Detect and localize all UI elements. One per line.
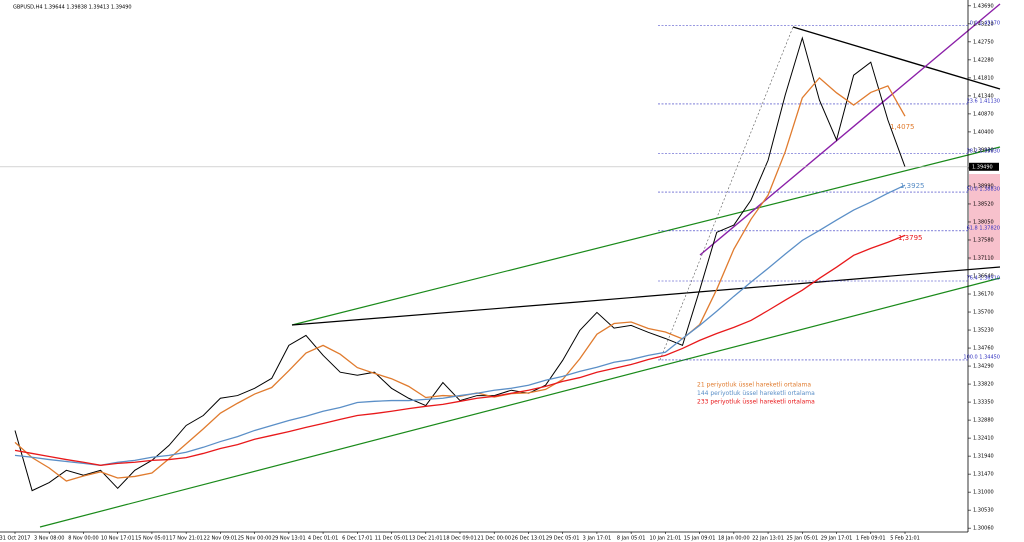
y-tick-label: 1.41810 xyxy=(973,75,994,81)
y-tick-label: 1.38050 xyxy=(973,219,994,225)
y-tick-label: 1.42750 xyxy=(973,39,994,45)
fib-label: 38.2 1.39830 xyxy=(967,148,1000,154)
x-tick-label: 1 Feb 09:01 xyxy=(856,536,886,542)
y-tick-label: 1.35230 xyxy=(973,328,994,334)
x-tick-label: 18 Jan 00:00 xyxy=(718,536,750,542)
x-tick-label: 29 Dec 05:01 xyxy=(546,536,580,542)
x-tick-label: 15 Jan 09:01 xyxy=(684,536,716,542)
x-tick-label: 6 Dec 17:01 xyxy=(342,536,372,542)
x-tick-label: 13 Dec 21:01 xyxy=(409,536,443,542)
last-price-label: 1.39490 xyxy=(972,164,993,170)
trendline xyxy=(792,26,1001,90)
x-tick-label: 3 Nov 08:00 xyxy=(34,536,65,542)
chart-title: GBPUSD,H4 1.39644 1.39838 1.39413 1.3949… xyxy=(13,5,132,11)
ema-line xyxy=(14,234,906,466)
ema-label: 1,3925 xyxy=(900,182,925,190)
y-tick-label: 1.31000 xyxy=(973,490,994,496)
fib-label: 0.0 1.43170 xyxy=(970,20,1000,26)
y-tick-label: 1.35700 xyxy=(973,310,994,316)
x-tick-label: 25 Nov 00:00 xyxy=(238,536,272,542)
y-tick-label: 1.32880 xyxy=(973,418,994,424)
x-tick-label: 8 Nov 00:00 xyxy=(68,536,99,542)
x-tick-label: 18 Dec 09:01 xyxy=(443,536,477,542)
y-tick-label: 1.30530 xyxy=(973,508,994,514)
y-tick-label: 1.31940 xyxy=(973,454,994,460)
x-tick-label: 29 Nov 13:01 xyxy=(272,536,306,542)
x-tick-label: 8 Jan 05:01 xyxy=(617,536,645,542)
price-line xyxy=(14,36,906,492)
x-tick-label: 4 Dec 01:01 xyxy=(308,536,338,542)
channel-upper xyxy=(291,146,1001,326)
last-price-box xyxy=(969,162,999,171)
x-tick-label: 26 Dec 13:01 xyxy=(512,536,546,542)
y-tick-label: 1.40870 xyxy=(973,111,994,117)
y-tick-label: 1.41340 xyxy=(973,93,994,99)
y-tick-label: 1.38520 xyxy=(973,201,994,207)
channel-lower xyxy=(39,277,1001,528)
y-tick-label: 1.40400 xyxy=(973,129,994,135)
fib-label: 23.6 1.41130 xyxy=(967,98,1000,104)
x-tick-label: 15 Nov 05:01 xyxy=(135,536,169,542)
y-tick-label: 1.43220 xyxy=(973,21,994,27)
y-tick-label: 1.33820 xyxy=(973,382,994,388)
ema-line xyxy=(14,184,906,466)
fib-label: 50.0 1.38830 xyxy=(967,187,1000,193)
x-tick-label: 11 Dec 05:01 xyxy=(375,536,409,542)
y-tick-label: 1.42280 xyxy=(973,57,994,63)
y-tick-label: 1.38990 xyxy=(973,183,994,189)
legend-entry: 21 periyotluk üssel hareketli ortalama xyxy=(697,382,811,389)
x-tick-label: 17 Nov 21:01 xyxy=(169,536,203,542)
ema-line xyxy=(14,76,906,482)
x-tick-label: 22 Nov 09:01 xyxy=(204,536,238,542)
y-tick-label: 1.39930 xyxy=(973,147,994,153)
y-tick-label: 1.30060 xyxy=(973,526,994,532)
x-tick-label: 29 Jan 17:01 xyxy=(821,536,853,542)
y-tick-label: 1.37580 xyxy=(973,237,994,243)
fib-label: 61.8 1.37820 xyxy=(967,225,1000,231)
y-tick-label: 1.36640 xyxy=(973,274,994,280)
legend-entry: 233 periyotluk üssel hareketli ortalama xyxy=(697,399,815,406)
trendline xyxy=(699,3,1001,256)
target-zone xyxy=(969,174,1000,260)
ema-label: 1,4075 xyxy=(890,123,915,131)
trendline xyxy=(291,301,579,326)
y-tick-label: 1.36170 xyxy=(973,292,994,298)
fib-label: 100.0 1.34450 xyxy=(963,354,1000,360)
y-tick-label: 1.37110 xyxy=(973,255,994,261)
y-tick-label: 1.43690 xyxy=(973,3,994,9)
x-tick-label: 10 Nov 17:01 xyxy=(101,536,135,542)
x-tick-label: 3 Jan 17:01 xyxy=(583,536,611,542)
y-tick-label: 1.33350 xyxy=(973,400,994,406)
ema-label: 1,3795 xyxy=(898,234,923,242)
x-tick-label: 10 Jan 21:01 xyxy=(650,536,682,542)
y-tick-label: 1.34760 xyxy=(973,346,994,352)
trendline xyxy=(577,266,1001,303)
y-tick-label: 1.31470 xyxy=(973,472,994,478)
legend-entry: 144 periyotluk üssel hareketli ortalama xyxy=(697,390,815,397)
x-tick-label: 22 Jan 13:01 xyxy=(752,536,784,542)
y-tick-label: 1.32410 xyxy=(973,436,994,442)
x-tick-label: 31 Oct 2017 xyxy=(0,536,30,542)
y-tick-label: 1.34290 xyxy=(973,364,994,370)
x-tick-label: 21 Dec 00:00 xyxy=(477,536,511,542)
x-tick-label: 25 Jan 05:01 xyxy=(786,536,818,542)
x-tick-label: 5 Feb 21:01 xyxy=(890,536,920,542)
fib-label: 76.4 1.36510 xyxy=(967,275,1000,281)
